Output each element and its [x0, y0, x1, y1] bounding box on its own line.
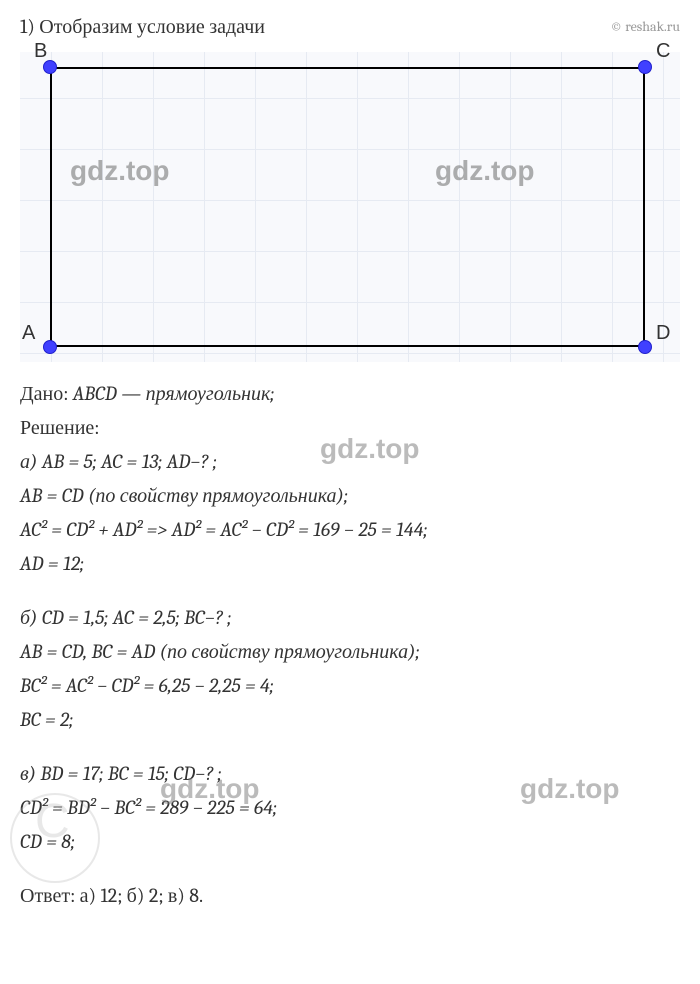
given-text: ABCD — прямоугольник; — [73, 382, 275, 405]
part-b-line2: AB = CD, BC = AD (по свойству прямоуголь… — [20, 635, 680, 669]
vertex-d-point — [638, 340, 652, 354]
vertex-label-d: D — [656, 316, 670, 350]
part-c-line3: CD = 8; — [20, 825, 680, 859]
answer-line: Ответ: а) 12; б) 2; в) 8. — [20, 879, 680, 913]
part-b-line3: BC² = AC² − CD² = 6,25 − 2,25 = 4; — [20, 669, 680, 703]
part-b-line4: BC = 2; — [20, 703, 680, 737]
spacer-3 — [20, 859, 680, 879]
part-a-line3: AC² = CD² + AD² => AD² = AC² − CD² = 169… — [20, 513, 680, 547]
answer-text: а) 12; б) 2; в) 8. — [80, 884, 204, 907]
vertex-label-b: B — [34, 34, 47, 68]
part-a-line2: AB = CD (по свойству прямоугольника); — [20, 479, 680, 513]
spacer-2 — [20, 737, 680, 757]
part-b-line1: б) CD = 1,5; AC = 2,5; BC−? ; — [20, 601, 680, 635]
step-title: 1) Отобразим условие задачи — [20, 10, 265, 44]
rectangle-shape — [50, 67, 645, 347]
vertex-label-c: C — [656, 34, 670, 68]
part-c-line2: CD² = BD² − BC² = 289 − 225 = 64; — [20, 791, 680, 825]
header-row: 1) Отобразим условие задачи © reshak.ru — [20, 10, 680, 44]
spacer-1 — [20, 581, 680, 601]
rectangle-diagram: B C A D gdz.top gdz.top — [20, 52, 680, 362]
solution-label: Решение: — [20, 411, 680, 445]
part-a-line1: а) AB = 5; AC = 13; AD−? ; — [20, 445, 680, 479]
answer-label: Ответ: — [20, 884, 80, 907]
page-content: 1) Отобразим условие задачи © reshak.ru … — [20, 10, 680, 913]
part-a-line4: AD = 12; — [20, 547, 680, 581]
vertex-c-point — [638, 60, 652, 74]
vertex-label-a: A — [22, 316, 35, 350]
given-label: Дано: — [20, 382, 73, 405]
vertex-a-point — [43, 340, 57, 354]
part-c-line1: в) BD = 17; BC = 15; CD−? ; — [20, 757, 680, 791]
given-line: Дано: ABCD — прямоугольник; — [20, 377, 680, 411]
